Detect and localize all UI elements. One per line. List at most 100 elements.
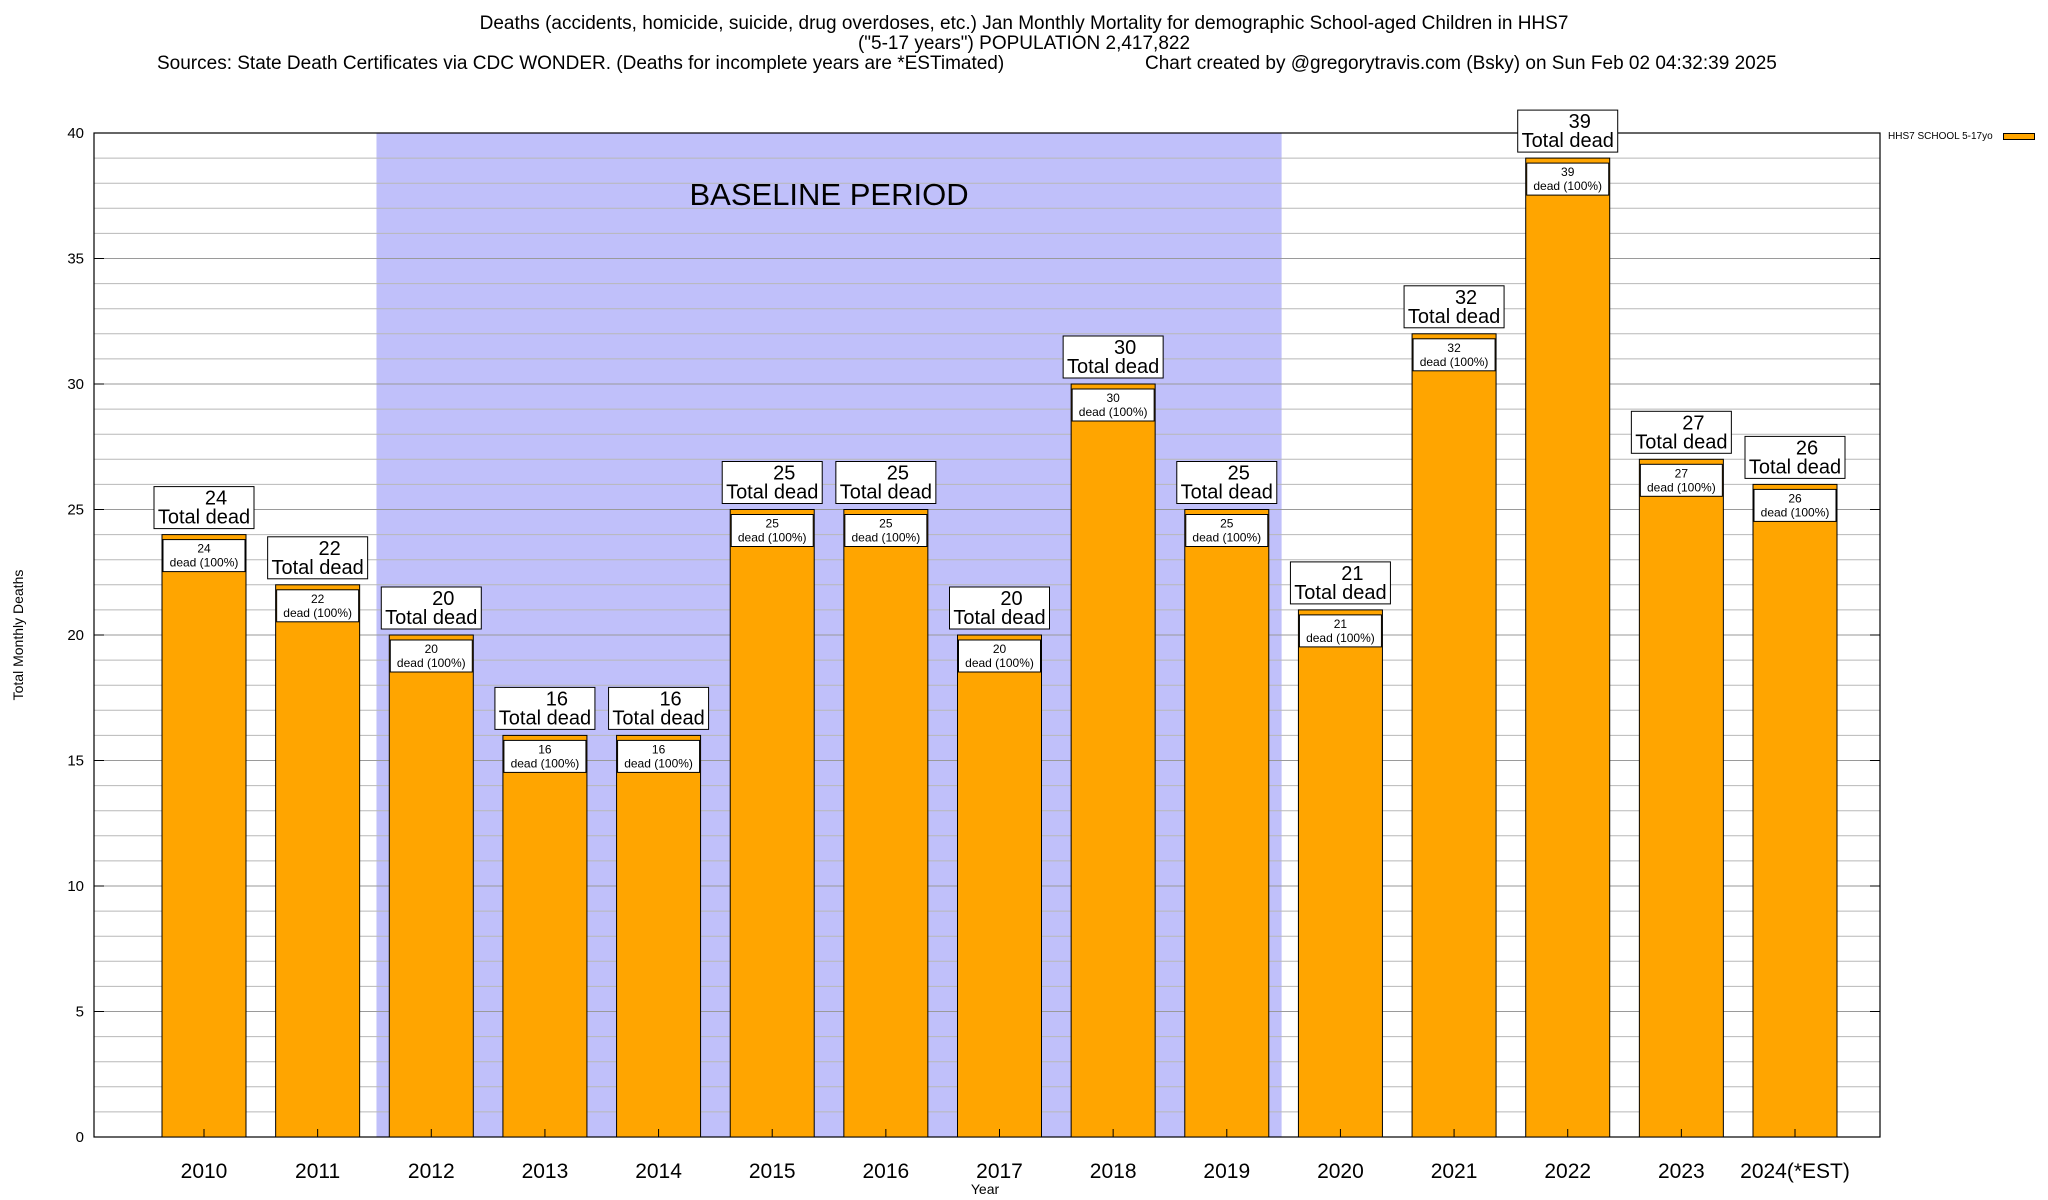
bar-total-value: 27	[1682, 412, 1704, 434]
bar-inner-percent: dead (100%)	[1192, 531, 1261, 545]
bar-inner-percent: dead (100%)	[1306, 631, 1375, 645]
bar-inner-percent: dead (100%)	[624, 756, 693, 770]
bar-inner-percent: dead (100%)	[1761, 505, 1830, 519]
bar-inner-percent: dead (100%)	[965, 656, 1034, 670]
bar-inner-value: 25	[1220, 517, 1234, 531]
bar-inner-value: 30	[1106, 391, 1120, 405]
bar-inner-label-box	[162, 539, 246, 573]
bar-total-label-box	[1176, 461, 1278, 504]
bar-total-value: 21	[1341, 563, 1363, 585]
bar-total-label-box	[494, 686, 596, 730]
bar-inner-percent: dead (100%)	[170, 556, 239, 570]
bar-inner-label-box	[503, 739, 587, 773]
bar-total-label-box	[1630, 410, 1732, 454]
chart-title-line1: Deaths (accidents, homicide, suicide, dr…	[479, 13, 1569, 34]
bar-inner-label-box	[844, 514, 928, 547]
bar-total-text: Total dead	[840, 482, 932, 504]
chart-title-sources: Sources: State Death Certificates via CD…	[157, 53, 1005, 74]
bar-total-value: 24	[205, 488, 227, 510]
y-tick-label: 10	[67, 878, 84, 895]
x-tick-label: 2015	[749, 1160, 796, 1183]
bar-total-label-box	[153, 486, 255, 530]
bar	[957, 634, 1042, 1138]
bar	[275, 584, 361, 1138]
bar-total-text: Total dead	[1067, 356, 1159, 378]
bar-inner-value: 20	[425, 642, 439, 656]
bar-inner-value: 39	[1561, 165, 1575, 179]
bar-total-value: 25	[1228, 463, 1250, 485]
bar-total-value: 20	[1000, 588, 1022, 610]
bar-inner-label-box	[730, 514, 814, 547]
bar-total-label-box	[267, 536, 369, 580]
bar-inner-label-box	[958, 639, 1041, 673]
y-tick-label: 15	[67, 753, 84, 770]
bar-total-text: Total dead	[158, 507, 250, 529]
bar-total-label-box	[721, 461, 823, 504]
bar-total-text: Total dead	[499, 707, 591, 729]
bar	[502, 734, 588, 1138]
bar-inner-label-box	[276, 589, 360, 623]
x-tick-label: 2012	[408, 1160, 455, 1183]
x-tick-label: 2019	[1203, 1160, 1250, 1183]
bar-total-value: 22	[319, 538, 341, 560]
bar-total-text: Total dead	[726, 482, 818, 504]
bar-total-text: Total dead	[1181, 482, 1273, 504]
bar-total-value: 26	[1796, 437, 1818, 459]
x-tick-label: 2016	[862, 1160, 909, 1183]
y-tick-label: 25	[67, 502, 84, 519]
bar-total-text: Total dead	[1294, 582, 1386, 604]
y-tick-label: 35	[67, 251, 84, 268]
y-tick-label: 20	[67, 627, 84, 644]
bar-total-value: 32	[1455, 287, 1477, 309]
x-tick-label: 2020	[1317, 1160, 1364, 1183]
bar-inner-value: 27	[1675, 466, 1689, 480]
bar-total-label-box	[608, 686, 710, 730]
bar	[1411, 333, 1497, 1138]
bar-total-value: 30	[1114, 337, 1136, 359]
bar-total-label-box	[1517, 109, 1619, 153]
bar-total-value: 25	[887, 463, 909, 485]
bar-total-value: 20	[432, 588, 454, 610]
bar-inner-percent: dead (100%)	[738, 531, 807, 545]
bar-total-label-box	[380, 586, 482, 630]
bar-total-label-box	[1062, 335, 1164, 379]
bar-inner-value: 16	[538, 742, 552, 756]
bar-inner-label-box	[1185, 514, 1269, 547]
bar-inner-label-box	[1071, 388, 1155, 422]
bar-inner-percent: dead (100%)	[1420, 355, 1489, 369]
bar-total-text: Total dead	[1408, 306, 1500, 328]
bar-inner-percent: dead (100%)	[851, 531, 920, 545]
y-tick-label: 30	[67, 376, 84, 393]
bar-total-label-box	[1744, 435, 1846, 479]
bar-total-value: 25	[773, 463, 795, 485]
x-tick-label: 2024(*EST)	[1740, 1160, 1850, 1183]
bar-total-text: Total dead	[385, 607, 477, 629]
bar-inner-label-box	[1412, 338, 1496, 372]
bar-inner-label-box	[617, 739, 701, 773]
x-tick-label: 2014	[635, 1160, 682, 1183]
bar	[1525, 157, 1611, 1138]
bar-inner-label-box	[1298, 614, 1382, 648]
bar-inner-value: 26	[1788, 491, 1802, 505]
bar-inner-value: 21	[1334, 617, 1348, 631]
x-tick-label: 2018	[1090, 1160, 1137, 1183]
bar-inner-label-box	[1526, 162, 1610, 196]
bar-inner-value: 25	[766, 517, 780, 531]
x-tick-label: 2021	[1431, 1160, 1478, 1183]
bar-inner-percent: dead (100%)	[511, 756, 580, 770]
x-tick-label: 2011	[295, 1160, 340, 1183]
x-tick-label: 2022	[1544, 1160, 1591, 1183]
bar	[1752, 483, 1838, 1138]
bar-inner-percent: dead (100%)	[1647, 480, 1716, 494]
bar-inner-percent: dead (100%)	[1533, 179, 1602, 193]
bar	[729, 509, 815, 1138]
bar-inner-label-box	[389, 639, 473, 673]
bar-inner-value: 24	[197, 542, 211, 556]
x-tick-label: 2013	[522, 1160, 569, 1183]
bar-total-text: Total dead	[953, 607, 1045, 629]
bar-inner-value: 20	[993, 642, 1007, 656]
bar-inner-label-box	[1639, 463, 1723, 497]
bar	[1638, 458, 1724, 1138]
bar-total-label-box	[835, 461, 937, 504]
